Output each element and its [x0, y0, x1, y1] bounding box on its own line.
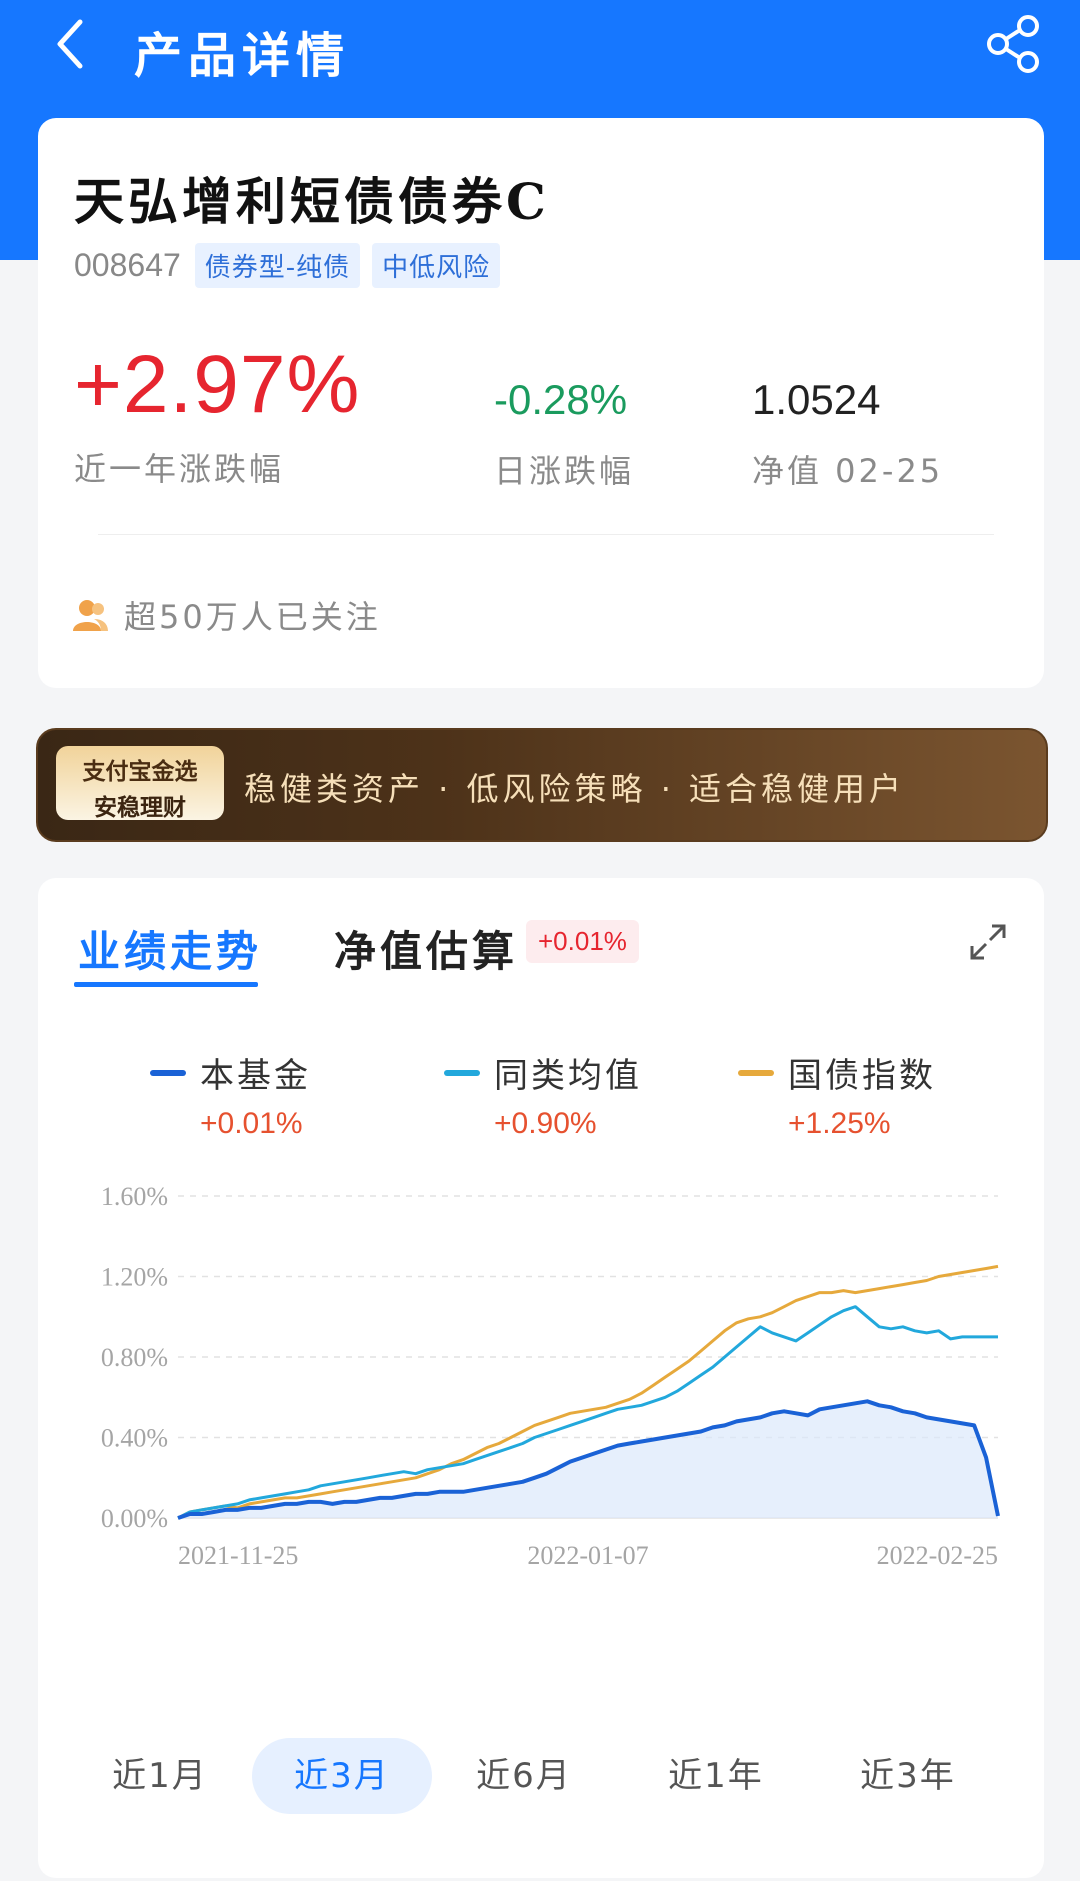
estimate-badge: +0.01% [526, 920, 639, 963]
expand-icon[interactable] [966, 920, 1010, 964]
legend-treasury-value: +1.25% [788, 1107, 891, 1140]
jinxuan-banner[interactable]: 支付宝金选 安稳理财 稳健类资产 · 低风险策略 · 适合稳健用户 [36, 728, 1048, 842]
followers-row: 超50万人已关注 [70, 592, 381, 638]
legend-treasury-index[interactable]: 国债指数 +1.25% [738, 1048, 1038, 1141]
performance-chart[interactable]: 1.60% 1.20% 0.80% 0.40% 0.00% 2021-11-25 2022-… [38, 1158, 1044, 1578]
series-line-0 [177, 1399, 1000, 1520]
legend-fund-swatch [150, 1069, 186, 1076]
fund-code: 008647 [74, 246, 181, 283]
nav-stat: 1.0524 净值 02-25 [752, 376, 943, 492]
chevron-left-icon[interactable] [44, 14, 104, 74]
divider [98, 534, 994, 535]
nav-label: 净值 02-25 [752, 452, 944, 490]
day-change-label: 日涨跌幅 [494, 452, 635, 490]
range-selector: 近1月 近3月 近6月 近1年 近3年 [38, 1718, 1044, 1838]
tab-performance[interactable]: 业绩走势 [78, 927, 263, 976]
x-tick-label: 2022-02-25 [877, 1541, 998, 1570]
series-line-1 [177, 1305, 998, 1520]
range-3y-button[interactable]: 近3年 [860, 1756, 956, 1796]
y-tick-label: 0.40% [101, 1424, 168, 1453]
y-tick-label: 0.00% [101, 1504, 168, 1533]
jinxuan-badge: 支付宝金选 安稳理财 [56, 746, 224, 821]
nav-value: 1.0524 [752, 376, 881, 423]
legend-fund[interactable]: 本基金 +0.01% [150, 1048, 450, 1141]
fund-type-tag[interactable]: 债券型-纯债 [194, 242, 361, 288]
legend-treasury-name: 国债指数 [788, 1056, 936, 1096]
share-icon[interactable] [982, 12, 1046, 76]
users-icon [73, 600, 108, 631]
series-line-2 [177, 1264, 999, 1520]
banner-text: 稳健类资产 · 低风险策略 · 适合稳健用户 [244, 770, 906, 808]
fund-code-row: 008647 债券型-纯债 中低风险 [74, 242, 512, 288]
range-3m-button[interactable]: 近3月 [252, 1738, 432, 1814]
range-1y-button[interactable]: 近1年 [668, 1756, 764, 1796]
performance-card: 业绩走势 净值估算 +0.01% 本基金 +0.01% 同类均值 +0.90% … [38, 878, 1044, 1878]
x-tick-label: 2021-11-25 [178, 1541, 298, 1570]
header-bar: 产品详情 [0, 0, 1080, 110]
legend-fund-head: 本基金 [150, 1048, 450, 1097]
badge-subtitle: 安稳理财 [94, 795, 186, 821]
x-tick-label: 2022-01-07 [527, 1541, 648, 1570]
fund-area-fill [178, 1401, 998, 1518]
tab-nav-estimate[interactable]: 净值估算 [334, 927, 519, 976]
active-tab-indicator [74, 982, 258, 987]
year-change-value: +2.97% [74, 339, 361, 430]
fund-name: 天弘增利短债债券C [74, 172, 550, 231]
y-tick-label: 1.20% [101, 1263, 168, 1292]
y-tick-label: 1.60% [101, 1182, 168, 1211]
legend-category-name: 同类均值 [494, 1056, 642, 1096]
fund-info-card: 天弘增利短债债券C 008647 债券型-纯债 中低风险 +2.97% 近一年涨… [38, 118, 1044, 688]
y-tick-label: 0.80% [101, 1343, 168, 1372]
risk-level-tag[interactable]: 中低风险 [372, 242, 501, 288]
page-title: 产品详情 [134, 28, 351, 84]
range-6m-button[interactable]: 近6月 [476, 1756, 572, 1796]
day-change-value: -0.28% [494, 376, 628, 423]
badge-title: 支付宝金选 [82, 759, 198, 785]
day-change-stat: -0.28% 日涨跌幅 [494, 376, 634, 492]
legend-category-head: 同类均值 [444, 1048, 744, 1097]
legend-category-value: +0.90% [494, 1107, 597, 1140]
legend-treasury-head: 国债指数 [738, 1048, 1038, 1097]
legend-category-avg[interactable]: 同类均值 +0.90% [444, 1048, 744, 1141]
year-change-label: 近一年涨跌幅 [74, 450, 285, 488]
year-change-stat: +2.97% 近一年涨跌幅 [74, 338, 360, 490]
range-1m-button[interactable]: 近1月 [112, 1756, 208, 1796]
followers-text: 超50万人已关注 [124, 598, 381, 636]
legend-category-swatch [444, 1069, 480, 1076]
legend-fund-name: 本基金 [200, 1056, 311, 1096]
legend-fund-value: +0.01% [200, 1107, 303, 1140]
legend-treasury-swatch [738, 1069, 774, 1076]
